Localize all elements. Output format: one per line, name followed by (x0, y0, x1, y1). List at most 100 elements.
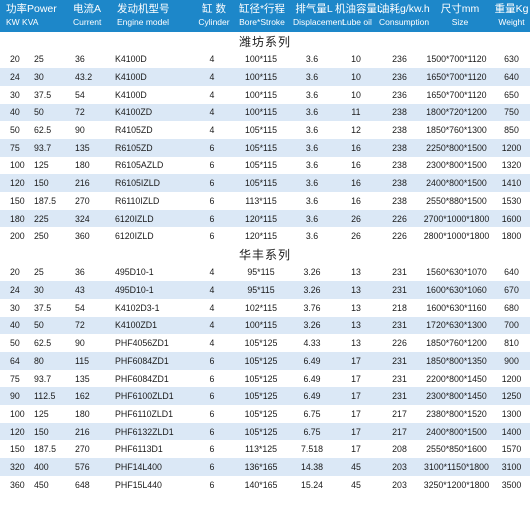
cell-kw: 40 (10, 320, 20, 331)
header-displacement-en: Displacement (293, 17, 345, 27)
table-row: 75 93.7 135 PHF6084ZD1 6 105*125 6.49 17 231 2200… (0, 370, 530, 388)
cell-cylinder: 6 (209, 195, 215, 206)
header-engine-label: 发动机型号 (117, 3, 170, 15)
cell-current: 324 (75, 213, 90, 224)
cell-current: 135 (75, 373, 90, 384)
cell-displacement: 3.6 (305, 178, 319, 189)
header-weight-label: 重量Kg (494, 3, 529, 15)
cell-weight: 810 (504, 338, 519, 349)
cell-consumption: 231 (392, 391, 407, 402)
cell-size: 1650*700*1120 (426, 89, 487, 100)
cell-weight: 630 (504, 54, 519, 65)
cell-lube-oil: 13 (351, 338, 361, 349)
cell-cylinder: 6 (209, 160, 215, 171)
cell-bore-stroke: 120*115 (244, 213, 278, 224)
cell-consumption: 236 (392, 72, 407, 83)
cell-consumption: 231 (392, 355, 407, 366)
cell-consumption: 238 (392, 125, 407, 136)
cell-current: 72 (75, 320, 85, 331)
cell-bore-stroke: 95*115 (247, 267, 275, 278)
cell-size: 2550*880*1500 (426, 195, 487, 206)
cell-displacement: 6.49 (303, 391, 321, 402)
cell-consumption: 238 (392, 107, 407, 118)
cell-cylinder: 4 (209, 320, 215, 331)
header-lube-label: 机油容量L (335, 3, 383, 15)
header-power-units: KW KVA (6, 17, 39, 27)
cell-cylinder: 6 (209, 408, 215, 419)
cell-consumption: 231 (392, 320, 407, 331)
cell-displacement: 7.518 (300, 444, 323, 455)
cell-current: 180 (75, 160, 90, 171)
cell-engine-model: 6120IZLD (115, 231, 154, 242)
cell-engine-model: PHF6132ZLD1 (115, 426, 174, 437)
cell-kva: 37.5 (34, 302, 52, 313)
cell-engine-model: PHF14L400 (115, 461, 162, 472)
cell-kva: 125 (34, 408, 49, 419)
cell-consumption: 226 (392, 231, 407, 242)
cell-bore-stroke: 100*115 (244, 89, 278, 100)
cell-bore-stroke: 113*125 (244, 444, 278, 455)
header-size: 尺寸mm Size (427, 0, 493, 32)
table-row: 20 25 36 495D10-1 4 95*115 3.26 13 231 1560*630*1… (0, 264, 530, 282)
spec-table: 功率Power KW KVA 电流A Current 发动机型号 Engine … (0, 0, 530, 490)
cell-engine-model: PHF6113D1 (115, 444, 163, 455)
cell-kw: 150 (10, 195, 25, 206)
cell-consumption: 226 (392, 338, 407, 349)
table-row: 20 25 36 K4100D 4 100*115 3.6 10 236 1500*700*112… (0, 51, 530, 69)
cell-weight: 900 (504, 355, 519, 366)
cell-consumption: 217 (392, 408, 407, 419)
cell-cylinder: 6 (209, 391, 215, 402)
cell-size: 1720*630*1300 (426, 320, 487, 331)
table-row: 24 30 43 495D10-1 4 95*115 3.26 13 231 1600*630*1… (0, 281, 530, 299)
cell-cylinder: 4 (209, 54, 215, 65)
cell-cylinder: 4 (209, 125, 215, 136)
cell-kw: 120 (10, 178, 25, 189)
cell-bore-stroke: 120*115 (244, 231, 278, 242)
cell-engine-model: 6120IZLD (115, 213, 154, 224)
cell-current: 115 (75, 355, 90, 366)
cell-displacement: 3.6 (305, 213, 319, 224)
cell-consumption: 238 (392, 195, 407, 206)
header-size-en: Size (451, 17, 469, 27)
header-bore-en: Bore*Stroke (239, 17, 285, 27)
cell-consumption: 226 (392, 213, 407, 224)
cell-lube-oil: 17 (351, 355, 361, 366)
cell-engine-model: 495D10-1 (115, 267, 154, 278)
cell-kva: 62.5 (34, 338, 52, 349)
cell-cylinder: 6 (209, 142, 215, 153)
cell-engine-model: PHF6084ZD1 (115, 355, 169, 366)
cell-kva: 30 (34, 72, 44, 83)
cell-consumption: 231 (392, 285, 407, 296)
cell-kw: 90 (10, 391, 20, 402)
cell-current: 36 (75, 267, 85, 278)
cell-engine-model: R6105AZLD (115, 160, 164, 171)
cell-kw: 30 (10, 89, 20, 100)
cell-current: 54 (75, 89, 85, 100)
cell-size: 1800*720*1200 (426, 107, 487, 118)
cell-kva: 150 (34, 178, 49, 189)
cell-lube-oil: 17 (351, 444, 361, 455)
cell-displacement: 3.6 (305, 195, 319, 206)
cell-kva: 50 (34, 320, 44, 331)
cell-lube-oil: 10 (351, 54, 361, 65)
cell-kw: 150 (10, 444, 25, 455)
cell-displacement: 4.33 (303, 338, 321, 349)
cell-size: 2800*1000*1800 (423, 231, 490, 242)
cell-kw: 24 (10, 285, 20, 296)
cell-lube-oil: 10 (351, 72, 361, 83)
cell-lube-oil: 13 (351, 285, 361, 296)
cell-lube-oil: 17 (351, 391, 361, 402)
cell-bore-stroke: 113*115 (245, 195, 277, 206)
cell-kw: 320 (10, 461, 25, 472)
cell-kva: 25 (34, 267, 44, 278)
table-row: 100 125 180 PHF6110ZLD1 6 105*125 6.75 17 217 238… (0, 405, 530, 423)
header-power-label: 功率Power (6, 3, 57, 15)
cell-displacement: 3.26 (303, 285, 321, 296)
cell-cylinder: 6 (209, 426, 215, 437)
cell-lube-oil: 17 (351, 426, 361, 437)
cell-current: 36 (75, 54, 85, 65)
cell-lube-oil: 11 (351, 107, 361, 118)
cell-cylinder: 6 (209, 355, 215, 366)
cell-displacement: 3.6 (305, 231, 319, 242)
cell-weight: 700 (504, 320, 519, 331)
